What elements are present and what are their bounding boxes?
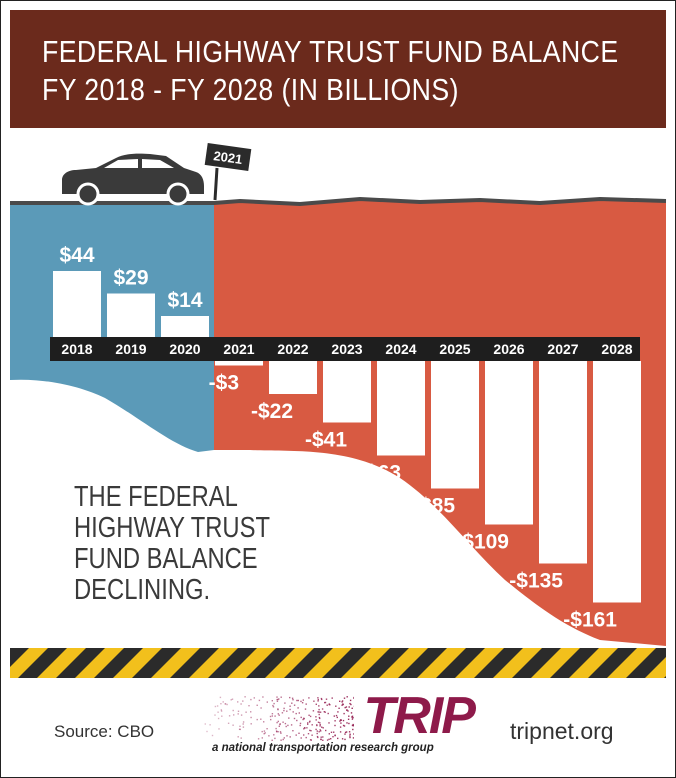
value-label-2023: -$41 xyxy=(305,429,347,452)
title-banner: FEDERAL HIGHWAY TRUST FUND BALANCE FY 20… xyxy=(10,10,666,128)
year-label-2018: 2018 xyxy=(61,341,92,357)
trip-logo-name: TRIP xyxy=(363,687,476,745)
headline-line-3: FUND BALANCE xyxy=(74,543,258,575)
bar-2019 xyxy=(107,293,155,337)
bar-2021 xyxy=(215,361,263,366)
trip-logo-dots xyxy=(204,696,354,741)
bar-2018 xyxy=(53,271,101,337)
year-label-2022: 2022 xyxy=(277,341,308,357)
headline-line-4: DECLINING. xyxy=(74,574,211,606)
bar-2028 xyxy=(593,361,641,603)
year-label-2021: 2021 xyxy=(223,341,254,357)
year-label-2026: 2026 xyxy=(493,341,524,357)
hazard-stripe xyxy=(10,648,666,678)
headline-text: THE FEDERAL HIGHWAY TRUST FUND BALANCE D… xyxy=(74,481,270,606)
bar-2024 xyxy=(377,361,425,456)
year-label-2023: 2023 xyxy=(331,341,362,357)
footer: Source: CBO TRIP a national transportati… xyxy=(10,680,666,766)
year-label-2025: 2025 xyxy=(439,341,470,357)
headline-line-1: THE FEDERAL xyxy=(74,481,238,513)
chart-title-line-1: FEDERAL HIGHWAY TRUST FUND BALANCE xyxy=(42,34,619,69)
bar-2020 xyxy=(161,316,209,337)
trip-logo: TRIP a national transportation research … xyxy=(204,687,476,758)
value-label-2019: $29 xyxy=(113,267,148,290)
bar-2026 xyxy=(485,361,533,525)
car-icon xyxy=(62,153,204,206)
year-label-2028: 2028 xyxy=(601,341,632,357)
trip-logo-tagline: a national transportation research group xyxy=(212,742,434,754)
source-label: Source: CBO xyxy=(54,722,155,741)
value-label-2026: -$109 xyxy=(455,531,509,554)
website-link[interactable]: tripnet.org xyxy=(510,718,614,744)
value-label-2025: -$85 xyxy=(413,495,455,518)
year-label-2020: 2020 xyxy=(169,341,200,357)
chart-title-line-2: FY 2018 - FY 2028 (IN BILLIONS) xyxy=(42,72,459,107)
year-2021-signpost: 2021 xyxy=(204,143,252,201)
year-axis-strip xyxy=(50,337,640,361)
value-label-2024: -$63 xyxy=(359,462,401,485)
bar-2022 xyxy=(269,361,317,394)
value-label-2022: -$22 xyxy=(251,400,293,423)
value-label-2028: -$161 xyxy=(563,609,617,632)
bar-2023 xyxy=(323,361,371,423)
road-surface xyxy=(10,196,667,207)
value-label-2027: -$135 xyxy=(509,570,563,593)
bar-2027 xyxy=(539,361,587,564)
value-label-2020: $14 xyxy=(167,289,202,312)
sign-label: 2021 xyxy=(213,148,244,167)
bar-2025 xyxy=(431,361,479,489)
value-label-2018: $44 xyxy=(59,244,94,267)
headline-line-2: HIGHWAY TRUST xyxy=(74,512,270,544)
year-label-2027: 2027 xyxy=(547,341,578,357)
year-label-2019: 2019 xyxy=(115,341,146,357)
year-label-2024: 2024 xyxy=(385,341,416,357)
value-label-2021: -$3 xyxy=(209,372,239,395)
